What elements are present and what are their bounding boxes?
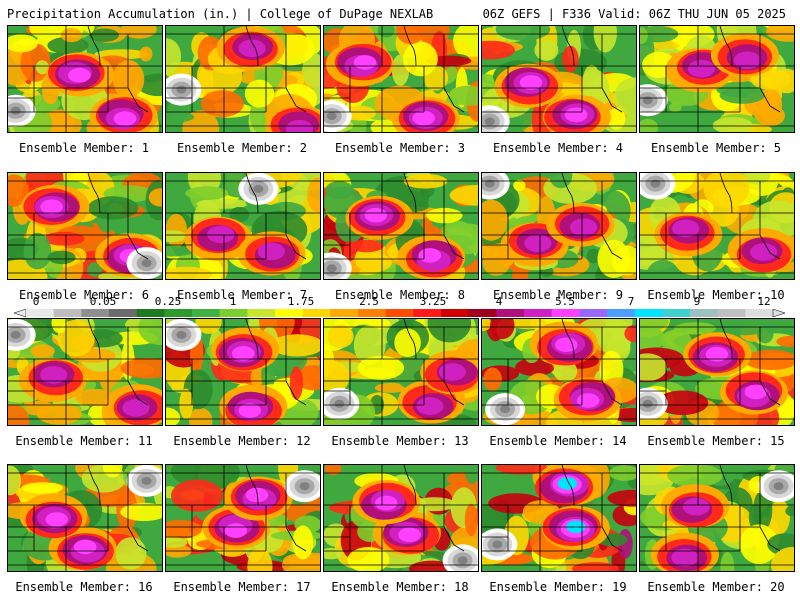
precip-field	[482, 173, 636, 279]
colorbar-tick-label: 7	[627, 295, 635, 308]
ensemble-member-label: Ensemble Member: 10	[647, 288, 785, 302]
state-borders	[8, 173, 162, 279]
state-borders	[324, 465, 478, 571]
ensemble-member-label: Ensemble Member: 11	[15, 434, 153, 448]
ensemble-member-map-9	[481, 172, 637, 280]
ensemble-member-label: Ensemble Member: 12	[173, 434, 311, 448]
ensemble-member-map-17	[165, 464, 321, 572]
state-borders	[8, 26, 162, 132]
colorbar-strip	[14, 309, 785, 317]
precip-field	[324, 173, 478, 279]
state-borders	[166, 319, 320, 425]
ensemble-member-label: Ensemble Member: 18	[331, 580, 469, 594]
colorbar-tick-label: 1	[229, 295, 237, 308]
ensemble-member-map-4	[481, 25, 637, 133]
colorbar-tick-label: 4	[495, 295, 503, 308]
ensemble-member-map-11	[7, 318, 163, 426]
map-title: Precipitation Accumulation (in.) | Colle…	[7, 7, 434, 21]
colorbar-tick-label: 0	[32, 295, 40, 308]
ensemble-member-label: Ensemble Member: 5	[650, 141, 782, 155]
state-borders	[324, 173, 478, 279]
state-borders	[482, 319, 636, 425]
ensemble-member-map-15	[639, 318, 795, 426]
state-borders	[482, 26, 636, 132]
precip-field	[324, 26, 478, 132]
ensemble-member-map-13	[323, 318, 479, 426]
state-borders	[8, 319, 162, 425]
precip-field	[324, 319, 478, 425]
ensemble-member-map-5	[639, 25, 795, 133]
ensemble-member-map-6	[7, 172, 163, 280]
state-borders	[324, 319, 478, 425]
ensemble-member-label: Ensemble Member: 17	[173, 580, 311, 594]
ensemble-member-map-7	[165, 172, 321, 280]
precip-field	[482, 465, 636, 571]
precip-field	[8, 173, 162, 279]
ensemble-member-label: Ensemble Member: 9	[492, 288, 624, 302]
ensemble-member-map-10	[639, 172, 795, 280]
ensemble-member-label: Ensemble Member: 14	[489, 434, 627, 448]
colorbar-tick-label: 0.05	[89, 295, 117, 308]
ensemble-member-map-3	[323, 25, 479, 133]
state-borders	[640, 26, 794, 132]
precip-field	[482, 319, 636, 425]
precip-field	[166, 173, 320, 279]
colorbar-tick-label: 0.25	[154, 295, 182, 308]
ensemble-member-label: Ensemble Member: 7	[176, 288, 308, 302]
model-valid-time: 06Z GEFS | F336 Valid: 06Z THU JUN 05 20…	[482, 7, 786, 21]
state-borders	[640, 319, 794, 425]
ensemble-member-label: Ensemble Member: 2	[176, 141, 308, 155]
colorbar-tick-label: 1.75	[287, 295, 315, 308]
precip-field	[166, 26, 320, 132]
state-borders	[324, 26, 478, 132]
precip-field	[8, 465, 162, 571]
state-borders	[640, 173, 794, 279]
colorbar-tick-label: 9	[693, 295, 701, 308]
ensemble-member-label: Ensemble Member: 4	[492, 141, 624, 155]
ensemble-member-label: Ensemble Member: 1	[18, 141, 150, 155]
ensemble-member-label: Ensemble Member: 19	[489, 580, 627, 594]
precip-field	[324, 465, 478, 571]
ensemble-member-map-20	[639, 464, 795, 572]
state-borders	[166, 173, 320, 279]
ensemble-member-map-2	[165, 25, 321, 133]
precipitation-colorbar: 0 0.05 0.25 1 1.75 2.5 3.25 4 5.5 7 9 12	[0, 296, 800, 318]
ensemble-member-map-19	[481, 464, 637, 572]
ensemble-member-label: Ensemble Member: 8	[334, 288, 466, 302]
ensemble-member-label: Ensemble Member: 3	[334, 141, 466, 155]
precip-field	[8, 319, 162, 425]
precip-field	[482, 26, 636, 132]
ensemble-member-label: Ensemble Member: 13	[331, 434, 469, 448]
state-borders	[166, 26, 320, 132]
ensemble-member-map-16	[7, 464, 163, 572]
precip-field	[640, 173, 794, 279]
precip-field	[640, 26, 794, 132]
ensemble-member-label: Ensemble Member: 15	[647, 434, 785, 448]
colorbar-tick-label: 2.5	[359, 295, 379, 308]
colorbar-tick-label: 12	[757, 295, 771, 308]
ensemble-member-map-1	[7, 25, 163, 133]
ensemble-member-map-18	[323, 464, 479, 572]
precip-field	[166, 465, 320, 571]
ensemble-member-label: Ensemble Member: 6	[18, 288, 150, 302]
precip-field	[640, 319, 794, 425]
state-borders	[166, 465, 320, 571]
precip-field	[640, 465, 794, 571]
state-borders	[640, 465, 794, 571]
precip-field	[8, 26, 162, 132]
state-borders	[482, 173, 636, 279]
state-borders	[8, 465, 162, 571]
ensemble-member-label: Ensemble Member: 20	[647, 580, 785, 594]
ensemble-member-label: Ensemble Member: 16	[15, 580, 153, 594]
colorbar-tick-label: 3.25	[419, 295, 447, 308]
ensemble-member-map-12	[165, 318, 321, 426]
precip-field	[166, 319, 320, 425]
state-borders	[482, 465, 636, 571]
ensemble-member-map-14	[481, 318, 637, 426]
ensemble-member-map-8	[323, 172, 479, 280]
colorbar-tick-label: 5.5	[555, 295, 575, 308]
